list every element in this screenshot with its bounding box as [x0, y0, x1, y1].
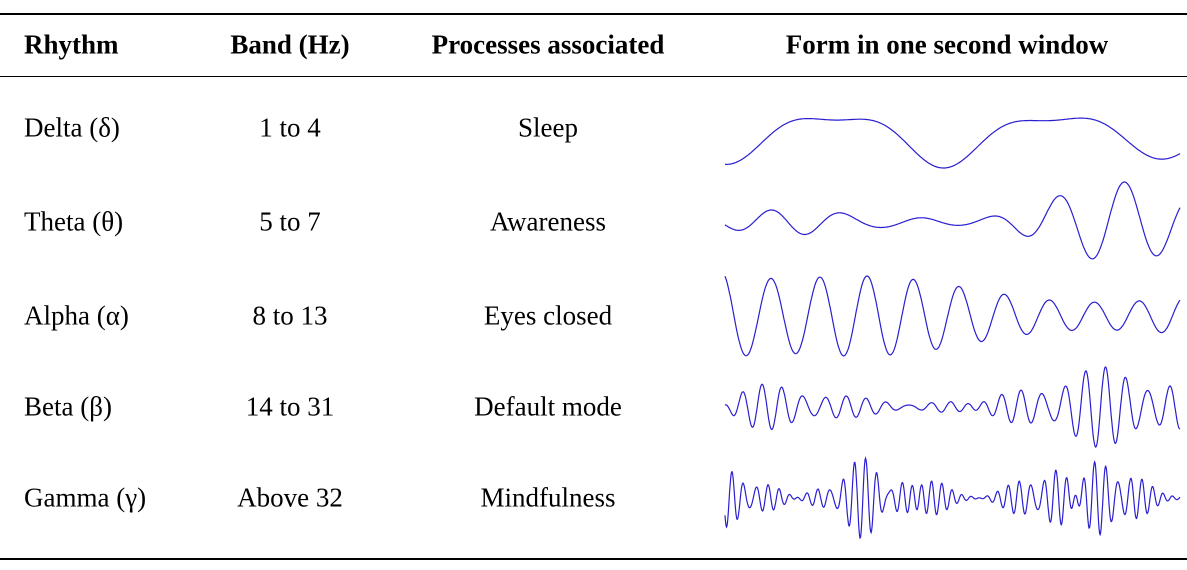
table-cell: Sleep	[518, 112, 578, 143]
table-cell: Alpha (α)	[24, 300, 129, 331]
table-cell: Delta (δ)	[24, 112, 120, 143]
header-rule	[0, 76, 1187, 77]
header-cell: Form in one second window	[785, 29, 1109, 60]
table-cell: 14 to 31	[245, 391, 335, 422]
waveform	[725, 117, 1181, 169]
header-cell: Rhythm	[24, 29, 119, 60]
waveform	[724, 275, 1181, 357]
header-cell: Band (Hz)	[230, 29, 350, 60]
table-cell: Awareness	[490, 206, 606, 237]
table-cell: Default mode	[474, 391, 622, 422]
table-cell: Theta (θ)	[24, 206, 124, 237]
top-rule	[0, 13, 1187, 15]
waveform	[724, 456, 1181, 540]
waveform	[724, 366, 1181, 448]
table-cell: 5 to 7	[259, 206, 321, 237]
table-cell: Gamma (γ)	[24, 482, 147, 513]
header-cell: Processes associated	[431, 29, 665, 60]
bottom-rule	[0, 558, 1187, 560]
waveform	[724, 181, 1181, 260]
table-cell: Above 32	[237, 482, 343, 513]
table-cell: 1 to 4	[259, 112, 321, 143]
table-cell: 8 to 13	[252, 300, 328, 331]
table-cell: Beta (β)	[24, 391, 112, 422]
table-cell: Mindfulness	[480, 482, 616, 513]
table-cell: Eyes closed	[483, 300, 613, 331]
